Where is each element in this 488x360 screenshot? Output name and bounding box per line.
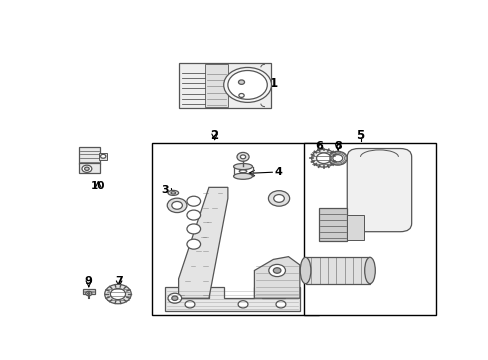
Circle shape (332, 155, 342, 162)
FancyBboxPatch shape (346, 149, 411, 232)
Ellipse shape (300, 257, 310, 284)
Bar (305, 257, 369, 284)
Circle shape (275, 301, 285, 308)
Circle shape (104, 284, 131, 304)
Ellipse shape (233, 173, 252, 179)
Text: 4: 4 (274, 167, 282, 177)
Circle shape (311, 149, 335, 167)
Polygon shape (254, 257, 299, 298)
Bar (99, 153, 107, 159)
Polygon shape (165, 287, 299, 311)
Circle shape (268, 191, 289, 206)
Circle shape (167, 198, 186, 212)
Ellipse shape (364, 257, 374, 284)
Text: 2: 2 (210, 129, 218, 142)
Bar (178, 63, 271, 108)
Circle shape (186, 239, 200, 249)
Circle shape (171, 296, 178, 301)
Bar (205, 64, 227, 107)
Text: 3: 3 (161, 185, 169, 195)
Circle shape (238, 94, 244, 98)
Circle shape (316, 153, 330, 163)
Text: 8: 8 (334, 141, 341, 151)
Circle shape (237, 152, 248, 161)
Text: 7: 7 (115, 276, 122, 286)
Ellipse shape (171, 192, 175, 194)
Circle shape (87, 293, 90, 294)
Text: 1: 1 (269, 77, 277, 90)
Circle shape (273, 268, 280, 273)
Circle shape (85, 291, 92, 296)
Circle shape (168, 293, 181, 303)
Circle shape (82, 165, 92, 172)
Bar (79, 163, 100, 174)
Bar (79, 147, 100, 164)
Circle shape (227, 71, 267, 99)
Circle shape (327, 151, 346, 165)
Polygon shape (178, 187, 227, 298)
Text: 10: 10 (91, 181, 105, 191)
Circle shape (186, 210, 200, 220)
Circle shape (186, 224, 200, 234)
Text: 5: 5 (356, 129, 364, 142)
Bar (346, 215, 364, 240)
Circle shape (238, 301, 247, 308)
Circle shape (238, 80, 244, 84)
Ellipse shape (168, 190, 178, 195)
Text: 9: 9 (85, 276, 93, 286)
Circle shape (273, 194, 284, 202)
Ellipse shape (239, 170, 246, 173)
Circle shape (110, 288, 125, 300)
Circle shape (240, 155, 245, 159)
Circle shape (184, 301, 195, 308)
Circle shape (186, 196, 200, 206)
Circle shape (84, 167, 89, 170)
Ellipse shape (233, 163, 252, 170)
Bar (152, 143, 318, 315)
Circle shape (101, 154, 105, 158)
Bar (303, 143, 435, 315)
Circle shape (268, 264, 285, 276)
Circle shape (223, 67, 271, 102)
Bar (82, 288, 95, 293)
Circle shape (171, 202, 182, 209)
Text: 6: 6 (314, 141, 322, 151)
Bar (318, 208, 346, 242)
